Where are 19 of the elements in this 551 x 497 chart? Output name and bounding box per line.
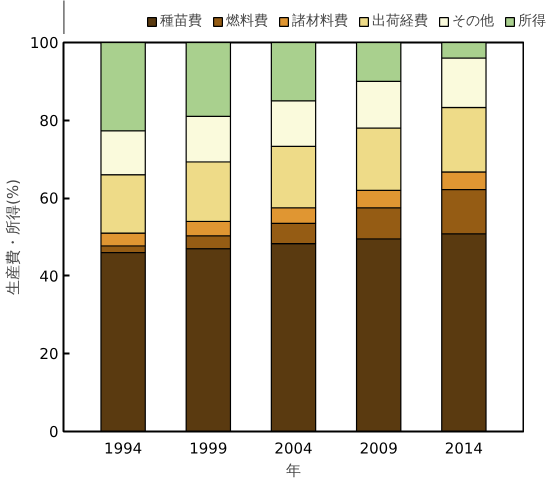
y-tick-label: 60	[39, 190, 59, 208]
y-tick-label: 100	[30, 34, 59, 52]
x-tick-label: 1994	[104, 440, 142, 458]
x-tick-label: 2014	[444, 440, 483, 458]
y-tick-label: 20	[39, 345, 59, 364]
y-tick-label: 40	[39, 267, 59, 286]
legend-label: 諸材料費	[292, 12, 348, 30]
y-axis-title: 生産費・所得(%)	[4, 179, 22, 295]
x-tick-label: 1999	[189, 440, 228, 458]
legend-label: 種苗費	[160, 12, 202, 30]
y-tick-label: 80	[39, 112, 59, 130]
legend-label: 所得	[518, 12, 546, 30]
x-tick-label: 2009	[360, 440, 398, 458]
legend-label: 燃料費	[226, 12, 268, 30]
x-tick-label: 2004	[274, 440, 313, 458]
legend-label: その他	[452, 12, 494, 30]
y-tick-label: 0	[48, 423, 59, 441]
x-axis-title: 年	[286, 462, 301, 480]
legend-label: 出荷経費	[372, 12, 428, 30]
